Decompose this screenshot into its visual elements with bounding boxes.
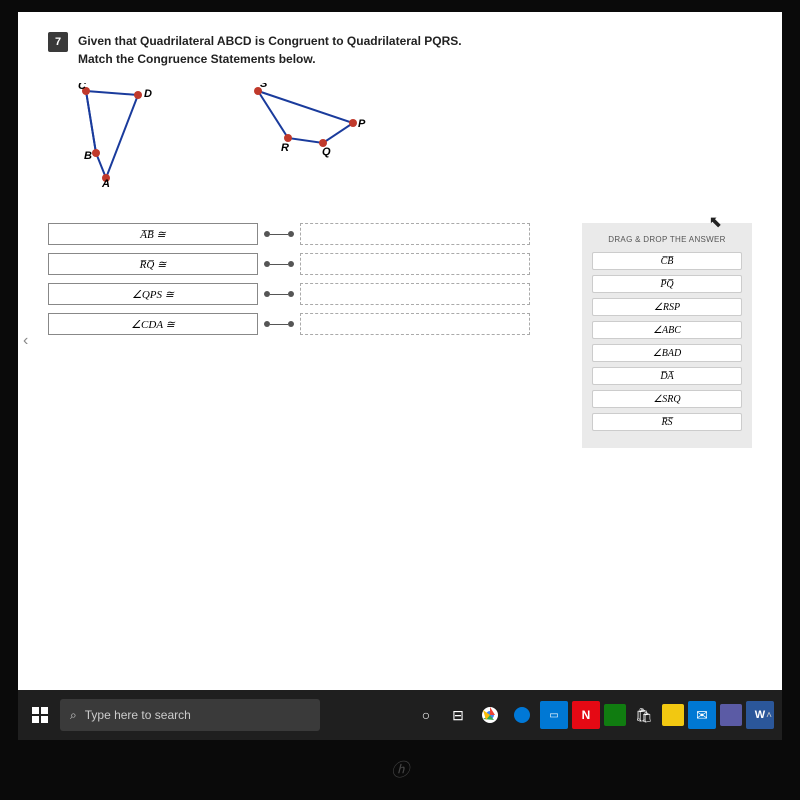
svg-text:C: C [78, 83, 87, 92]
mail-icon[interactable]: ✉ [688, 701, 716, 729]
store-icon[interactable]: 🛍 [630, 701, 658, 729]
question-header: 7 Given that Quadrilateral ABCD is Congr… [48, 32, 752, 68]
monitor-frame: 7 Given that Quadrilateral ABCD is Congr… [0, 0, 800, 800]
answer-chip[interactable]: D̅A̅ [592, 367, 742, 385]
screen: 7 Given that Quadrilateral ABCD is Congr… [18, 12, 782, 740]
cursor-icon: ⬉ [709, 212, 722, 232]
match-row: A̅B̅ ≅ [48, 223, 562, 245]
prompt-box: ∠CDA ≅ [48, 313, 258, 335]
connector [264, 291, 294, 297]
question-number: 7 [48, 32, 68, 52]
answer-panel-title: DRAG & DROP THE ANSWER [592, 235, 742, 244]
prompt-box: R̅Q̅ ≅ [48, 253, 258, 275]
svg-text:S: S [260, 83, 268, 90]
search-input[interactable]: ⌕ Type here to search [60, 699, 320, 731]
answer-chip[interactable]: ∠SRQ [592, 390, 742, 408]
drop-target[interactable] [300, 223, 530, 245]
connector [264, 321, 294, 327]
content-area: 7 Given that Quadrilateral ABCD is Congr… [18, 12, 782, 690]
answer-panel: DRAG & DROP THE ANSWER C̅B̅ P̅Q̅ ∠RSP ∠ABC ∠… [582, 223, 752, 448]
drop-target[interactable] [300, 283, 530, 305]
app-icon-1[interactable]: ▭ [540, 701, 568, 729]
svg-text:Q: Q [322, 146, 331, 158]
match-row: R̅Q̅ ≅ [48, 253, 562, 275]
quadrilateral-pqrs: S P R Q [248, 83, 373, 193]
edge-icon[interactable] [508, 701, 536, 729]
svg-text:A: A [101, 178, 110, 188]
app-icon-n[interactable]: N [572, 701, 600, 729]
chrome-icon[interactable] [476, 701, 504, 729]
connector [264, 231, 294, 237]
taskbar-icons: ○ ⊟ ▭ N 🛍 ✉ W [412, 701, 774, 729]
system-tray[interactable]: ˄ [766, 710, 772, 721]
question-line1: Given that Quadrilateral ABCD is Congrue… [78, 32, 462, 50]
taskbar: ⌕ Type here to search ○ ⊟ ▭ N 🛍 ✉ W ˄ [18, 690, 782, 740]
answer-chip[interactable]: R̅S̅ [592, 413, 742, 431]
chevron-up-icon[interactable]: ˄ [766, 710, 772, 721]
drop-target[interactable] [300, 313, 530, 335]
svg-text:D: D [144, 88, 152, 100]
app-icon-4[interactable] [720, 704, 742, 726]
svg-text:B: B [84, 150, 92, 162]
cortana-icon[interactable]: ○ [412, 701, 440, 729]
diagrams: C D B A S P R [78, 83, 752, 193]
connector [264, 261, 294, 267]
question-text: Given that Quadrilateral ABCD is Congrue… [78, 32, 462, 68]
search-icon: ⌕ [70, 708, 77, 723]
search-placeholder: Type here to search [85, 708, 191, 722]
svg-text:P: P [358, 118, 366, 130]
prompt-box: ∠QPS ≅ [48, 283, 258, 305]
match-row: ∠QPS ≅ [48, 283, 562, 305]
app-icon-2[interactable] [604, 704, 626, 726]
answer-chip[interactable]: ∠ABC [592, 321, 742, 339]
drop-target[interactable] [300, 253, 530, 275]
svg-text:R: R [281, 142, 289, 154]
chevron-left-icon[interactable]: ‹ [23, 332, 28, 350]
prompts-column: A̅B̅ ≅ R̅Q̅ ≅ ∠QPS ≅ ∠CDA ≅ [48, 223, 562, 448]
matching-area: A̅B̅ ≅ R̅Q̅ ≅ ∠QPS ≅ ∠CDA ≅ DRAG & DROP … [48, 223, 752, 448]
answer-chip[interactable]: ∠RSP [592, 298, 742, 316]
prompt-box: A̅B̅ ≅ [48, 223, 258, 245]
app-icon-3[interactable] [662, 704, 684, 726]
answer-chip[interactable]: ∠BAD [592, 344, 742, 362]
answer-chip[interactable]: P̅Q̅ [592, 275, 742, 293]
task-view-icon[interactable]: ⊟ [444, 701, 472, 729]
answer-chip[interactable]: C̅B̅ [592, 252, 742, 270]
match-row: ∠CDA ≅ [48, 313, 562, 335]
quadrilateral-abcd: C D B A [78, 83, 168, 193]
question-line2: Match the Congruence Statements below. [78, 50, 462, 68]
hp-logo: ⓗ [391, 756, 409, 782]
start-button[interactable] [26, 701, 54, 729]
